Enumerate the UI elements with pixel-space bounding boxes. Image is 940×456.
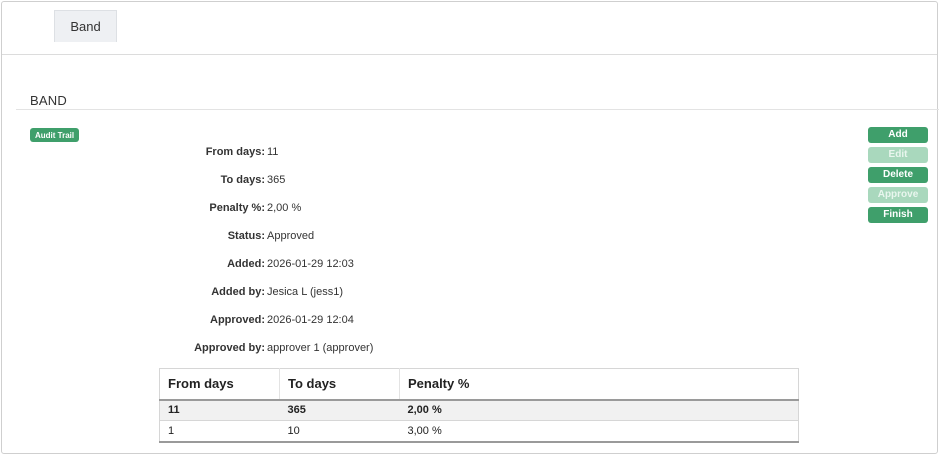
cell-penalty: 3,00 % [399, 420, 799, 443]
detail-row-added: Added: 2026-01-29 12:03 [2, 256, 354, 272]
column-header-from-days[interactable]: From days [159, 368, 280, 401]
action-buttons: Add Edit Delete Approve Finish [868, 127, 928, 227]
table-header-row: From days To days Penalty % [159, 368, 799, 401]
cell-to-days: 365 [279, 399, 400, 421]
detail-row-from-days: From days: 11 [2, 144, 279, 160]
detail-value: 365 [267, 174, 286, 186]
detail-label: Added by: [211, 286, 265, 298]
delete-button[interactable]: Delete [868, 167, 928, 183]
cell-penalty: 2,00 % [399, 399, 799, 421]
detail-row-approved-by: Approved by: approver 1 (approver) [2, 340, 373, 356]
title-divider [16, 109, 939, 110]
page-title: BAND [30, 93, 67, 108]
cell-from-days: 1 [159, 420, 280, 443]
detail-label: Penalty %: [209, 202, 265, 214]
finish-button[interactable]: Finish [868, 207, 928, 223]
detail-label: Status: [227, 230, 265, 242]
detail-row-penalty: Penalty %: 2,00 % [2, 200, 301, 216]
bands-table: From days To days Penalty % 11 365 2,00 … [159, 368, 799, 443]
detail-value: Approved [267, 230, 315, 242]
edit-button[interactable]: Edit [868, 147, 928, 163]
detail-value: 2026-01-29 12:03 [267, 258, 354, 270]
add-button[interactable]: Add [868, 127, 928, 143]
detail-label: Approved by: [194, 342, 265, 354]
table-row[interactable]: 1 10 3,00 % [159, 420, 799, 443]
detail-row-to-days: To days: 365 [2, 172, 286, 188]
detail-value: 11 [267, 146, 279, 158]
cell-to-days: 10 [279, 420, 400, 443]
detail-label: Added: [227, 258, 265, 270]
tab-band[interactable]: Band [54, 10, 117, 42]
approve-button[interactable]: Approve [868, 187, 928, 203]
detail-label: From days: [205, 146, 265, 158]
column-header-penalty[interactable]: Penalty % [399, 368, 799, 401]
detail-label: Approved: [210, 314, 265, 326]
column-header-to-days[interactable]: To days [279, 368, 400, 401]
cell-from-days: 11 [159, 399, 280, 421]
table-row[interactable]: 11 365 2,00 % [159, 399, 799, 421]
audit-trail-button[interactable]: Audit Trail [30, 128, 80, 142]
detail-value: 2026-01-29 12:04 [267, 314, 354, 326]
detail-value: Jesica L (jess1) [267, 286, 344, 298]
detail-label: To days: [220, 174, 265, 186]
detail-value: approver 1 (approver) [267, 342, 374, 354]
detail-row-added-by: Added by: Jesica L (jess1) [2, 284, 343, 300]
tab-strip: Band [2, 2, 937, 55]
detail-row-approved: Approved: 2026-01-29 12:04 [2, 312, 354, 328]
detail-row-status: Status: Approved [2, 228, 314, 244]
detail-value: 2,00 % [267, 202, 302, 214]
